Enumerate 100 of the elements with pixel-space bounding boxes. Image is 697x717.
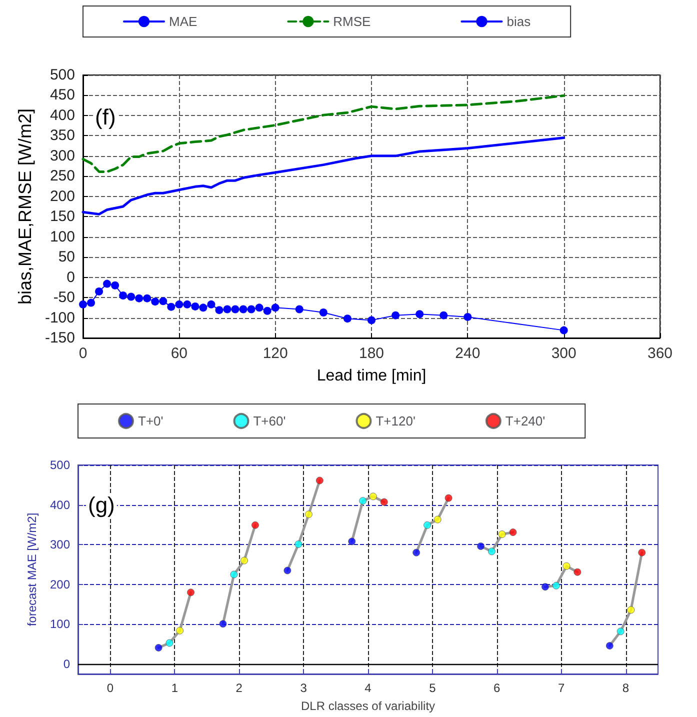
point xyxy=(191,302,200,310)
point xyxy=(444,494,452,502)
point xyxy=(574,568,582,576)
y-tick-label: 250 xyxy=(50,168,75,185)
point xyxy=(79,300,87,308)
y-tick-label: -150 xyxy=(44,330,75,346)
point xyxy=(440,311,448,320)
point xyxy=(380,498,388,506)
x-tick-label: 360 xyxy=(647,345,673,362)
point xyxy=(498,530,506,538)
point xyxy=(319,308,328,317)
point xyxy=(240,556,248,564)
point xyxy=(199,304,208,312)
annotation: (g) xyxy=(88,492,115,518)
point xyxy=(271,304,280,312)
point xyxy=(348,538,356,546)
x-tick-label: 120 xyxy=(262,345,288,362)
line-series xyxy=(82,94,566,173)
x-tick-label: 5 xyxy=(429,681,436,695)
point xyxy=(392,311,400,320)
y-tick-label: 150 xyxy=(50,208,75,226)
legend-label: T+240' xyxy=(505,414,546,428)
point xyxy=(103,280,112,288)
point xyxy=(616,628,624,636)
y-tick-label: 0 xyxy=(63,657,70,672)
point xyxy=(304,510,312,518)
y-tick-label: -100 xyxy=(44,309,75,326)
y-tick-label: 200 xyxy=(50,188,75,205)
y-tick-label: 450 xyxy=(50,86,75,104)
point xyxy=(187,588,195,596)
x-tick-label: 4 xyxy=(364,681,372,695)
x-tick-label: 0 xyxy=(106,681,114,695)
point xyxy=(638,548,646,556)
point xyxy=(416,310,424,318)
point xyxy=(294,540,302,548)
y-tick-label: 0 xyxy=(66,268,75,286)
point xyxy=(434,516,442,524)
point xyxy=(412,548,420,556)
legend-label: T+120' xyxy=(376,414,416,428)
point xyxy=(251,521,259,529)
point xyxy=(464,312,472,321)
point xyxy=(111,281,120,290)
point xyxy=(154,644,162,652)
x-axis-title: DLR classes of variability xyxy=(300,699,436,713)
legend-label: T+0' xyxy=(138,414,164,428)
point xyxy=(135,294,144,302)
point xyxy=(343,314,352,323)
y-tick-label: 500 xyxy=(50,66,75,84)
point xyxy=(223,305,232,314)
point xyxy=(87,298,96,307)
x-tick-label: 7 xyxy=(558,681,565,695)
point xyxy=(215,306,224,314)
point xyxy=(207,300,216,308)
point xyxy=(263,306,272,315)
x-tick-label: 2 xyxy=(236,681,243,695)
point xyxy=(295,305,304,314)
x-tick-label: 240 xyxy=(455,345,480,362)
x-tick-label: 300 xyxy=(551,345,576,362)
point xyxy=(119,292,128,300)
point xyxy=(541,583,549,591)
legend-label: RMSE xyxy=(333,14,372,29)
point xyxy=(239,305,248,314)
legend-label: bias xyxy=(506,14,532,29)
point xyxy=(175,300,184,308)
point xyxy=(368,316,376,324)
point xyxy=(509,528,517,536)
point xyxy=(560,326,568,334)
point xyxy=(231,305,240,314)
y-tick-label: 400 xyxy=(50,106,75,124)
point xyxy=(176,626,184,634)
y-tick-label: 100 xyxy=(50,228,75,246)
y-tick-label: 350 xyxy=(50,127,75,144)
point xyxy=(151,298,160,306)
y-tick-label: -50 xyxy=(53,289,75,306)
point xyxy=(562,562,570,570)
y-tick-label: 300 xyxy=(50,147,75,164)
point xyxy=(143,294,152,302)
point xyxy=(606,642,614,650)
y-tick-label: 500 xyxy=(50,458,70,472)
point xyxy=(627,606,635,614)
point xyxy=(255,304,264,312)
x-tick-label: 3 xyxy=(300,681,308,695)
point xyxy=(316,476,324,484)
legend-label: T+60' xyxy=(253,414,286,428)
y-tick-label: 400 xyxy=(50,498,70,512)
annotation: (f) xyxy=(95,104,116,130)
x-tick-label: 1 xyxy=(171,681,178,695)
point xyxy=(247,305,256,314)
point xyxy=(552,582,560,590)
point xyxy=(95,287,104,296)
point xyxy=(359,497,367,505)
legend-label: MAE xyxy=(169,14,198,29)
y-tick-label: 200 xyxy=(50,577,70,592)
point xyxy=(219,620,227,628)
x-axis-title: Lead time [min] xyxy=(316,368,426,384)
point xyxy=(127,292,136,301)
point xyxy=(183,300,192,308)
point xyxy=(284,566,292,574)
y-axis-title: forecast MAE [W/m2] xyxy=(25,512,39,626)
point xyxy=(167,302,176,311)
